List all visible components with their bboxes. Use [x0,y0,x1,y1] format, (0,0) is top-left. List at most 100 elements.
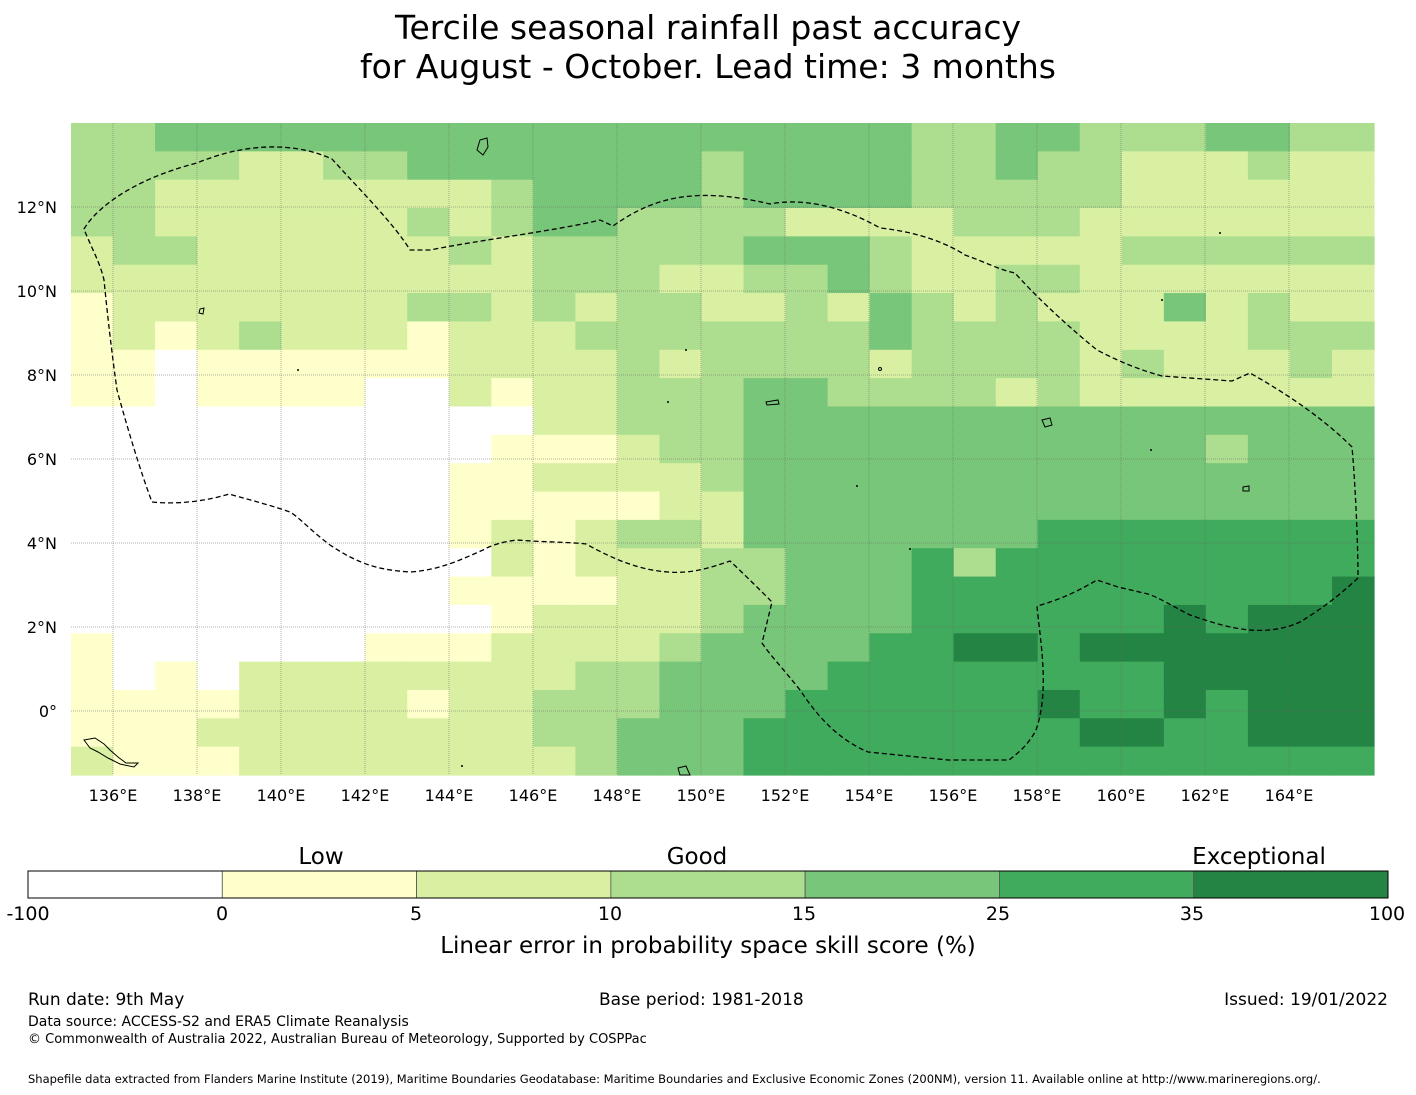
grid-cell [1205,548,1249,578]
grid-cell [155,689,198,719]
grid-cell [449,491,492,521]
grid-cell [1037,576,1081,606]
grid-cell [281,661,324,691]
grid-cell [1289,151,1333,181]
lat-lon-gridlines [71,123,1374,775]
grid-cell [575,321,619,351]
x-tick-label: 146°E [509,786,558,805]
grid-cell [953,236,997,266]
grid-cell [953,208,997,237]
grid-cell [407,661,450,691]
grid-cell [71,349,114,379]
grid-cell [659,406,703,436]
grid-cell [953,349,997,379]
grid-cell [743,378,787,408]
grid-cell [1121,463,1165,493]
grid-cell [953,661,997,691]
grid-cell [995,123,1039,152]
grid-cell [197,236,240,266]
grid-cell [1205,321,1249,351]
grid-cell [1247,491,1291,521]
grid-cell [701,548,745,578]
grid-cell [575,633,619,663]
grid-cell [869,746,913,776]
grid-cell [701,718,745,748]
y-tick-label: 12°N [17,198,57,217]
grid-cell [995,349,1039,379]
grid-cell [1079,378,1123,408]
grid-cell [449,519,492,549]
grid-cell [113,378,156,408]
grid-cell [869,604,913,634]
grid-cell [1289,519,1333,549]
grid-cell [743,633,787,663]
grid-cell [617,434,661,464]
grid-cell [323,123,366,152]
grid-cell [281,434,324,464]
grid-cell [1163,293,1207,323]
x-tick-label: 136°E [89,786,138,805]
grid-cell [911,633,955,663]
grid-cell [323,236,366,266]
grid-cell [1079,179,1123,209]
grid-cell [1121,321,1165,351]
base-period: Base period: 1981-2018 [599,990,804,1010]
grid-cell [1331,293,1375,323]
grid-cell [1289,179,1333,209]
grid-cell [1247,746,1291,776]
grid-cell [323,548,366,578]
grid-cell [155,349,198,379]
grid-cell [197,633,240,663]
grid-cell [785,661,829,691]
grid-cell [449,463,492,493]
grid-cell [743,548,787,578]
grid-cell [869,406,913,436]
grid-cell [659,293,703,323]
colorbar-frame [27,870,1389,899]
grid-cell [1037,406,1081,436]
grid-cell [239,208,282,237]
grid-cell [323,151,366,181]
grid-cell [491,604,534,634]
map-title-line-2: for August - October. Lead time: 3 month… [360,47,1056,86]
grid-cell [743,236,787,266]
grid-cell [575,236,619,266]
grid-cell [197,151,240,181]
grid-cell [701,604,745,634]
grid-cell [113,123,156,152]
grid-cell [1205,406,1249,436]
grid-cell [239,661,282,691]
grid-cell [239,264,282,294]
grid-cell [365,746,408,776]
grid-cell [239,548,282,578]
grid-cell [701,293,745,323]
grid-cell [491,576,534,606]
x-tick-label: 158°E [1013,786,1062,805]
grid-cell [785,434,829,464]
eez-boundary-dashed [83,146,1359,761]
grid-cell [743,689,787,719]
grid-cell [281,293,324,323]
grid-cell [785,349,829,379]
weno-island [1041,417,1053,428]
grid-cell [491,151,534,181]
grid-cell [1289,208,1333,237]
grid-cell [1205,179,1249,209]
grid-cell [365,264,408,294]
grid-cell [491,321,534,351]
grid-cell [407,321,450,351]
grid-cell [1121,264,1165,294]
colorbar-segment [1193,870,1389,899]
grid-cell [407,151,450,181]
grid-cell [407,519,450,549]
grid-cell [1037,236,1081,266]
grid-cell [1121,123,1165,152]
grid-cell [197,548,240,578]
grid-cell [449,604,492,634]
grid-cell [113,236,156,266]
grid-cell [617,491,661,521]
grid-cell [995,179,1039,209]
grid-cell [1121,604,1165,634]
grid-cell [71,576,114,606]
grid-cell [743,208,787,237]
